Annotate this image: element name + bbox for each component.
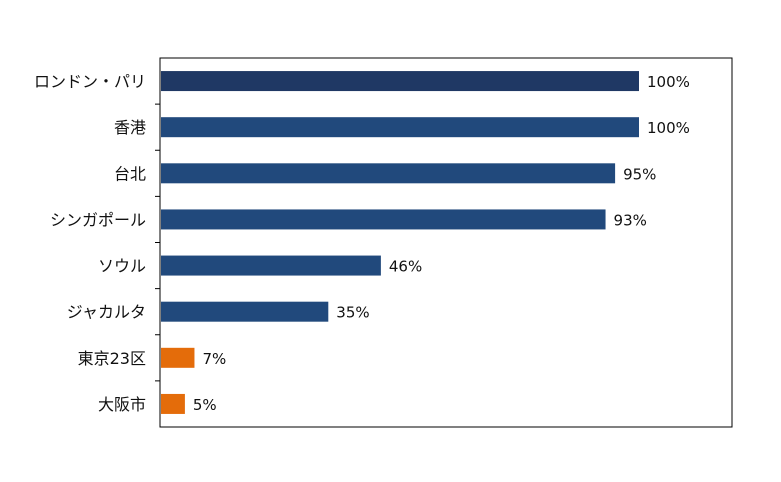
- bar: [161, 71, 639, 92]
- bar: [161, 347, 195, 368]
- category-label: 台北: [114, 164, 146, 183]
- value-label: 100%: [647, 73, 690, 91]
- value-label: 46%: [389, 258, 422, 276]
- value-label: 7%: [202, 350, 226, 368]
- bar: [161, 209, 606, 230]
- bar: [161, 163, 616, 184]
- value-label: 5%: [193, 396, 217, 414]
- bar: [161, 117, 639, 138]
- plot-area: [159, 57, 733, 428]
- value-label: 95%: [623, 165, 656, 183]
- bars: [161, 71, 639, 414]
- category-label: ソウル: [98, 257, 146, 276]
- value-labels: 100% 100% 95% 93% 46% 35% 7% 5%: [193, 73, 690, 414]
- category-label: 大阪市: [98, 395, 146, 414]
- value-label: 100%: [647, 119, 690, 137]
- bar: [161, 301, 329, 322]
- axis-ticks: [155, 103, 160, 382]
- bar: [161, 393, 185, 414]
- category-label: 香港: [114, 118, 146, 137]
- category-label: シンガポール: [50, 210, 146, 229]
- value-label: 35%: [336, 304, 369, 322]
- bar: [161, 255, 381, 276]
- category-label: ロンドン・パリ: [34, 72, 146, 91]
- value-label: 93%: [614, 211, 647, 229]
- category-label: ジャカルタ: [67, 303, 146, 322]
- category-label: 東京23区: [78, 349, 146, 368]
